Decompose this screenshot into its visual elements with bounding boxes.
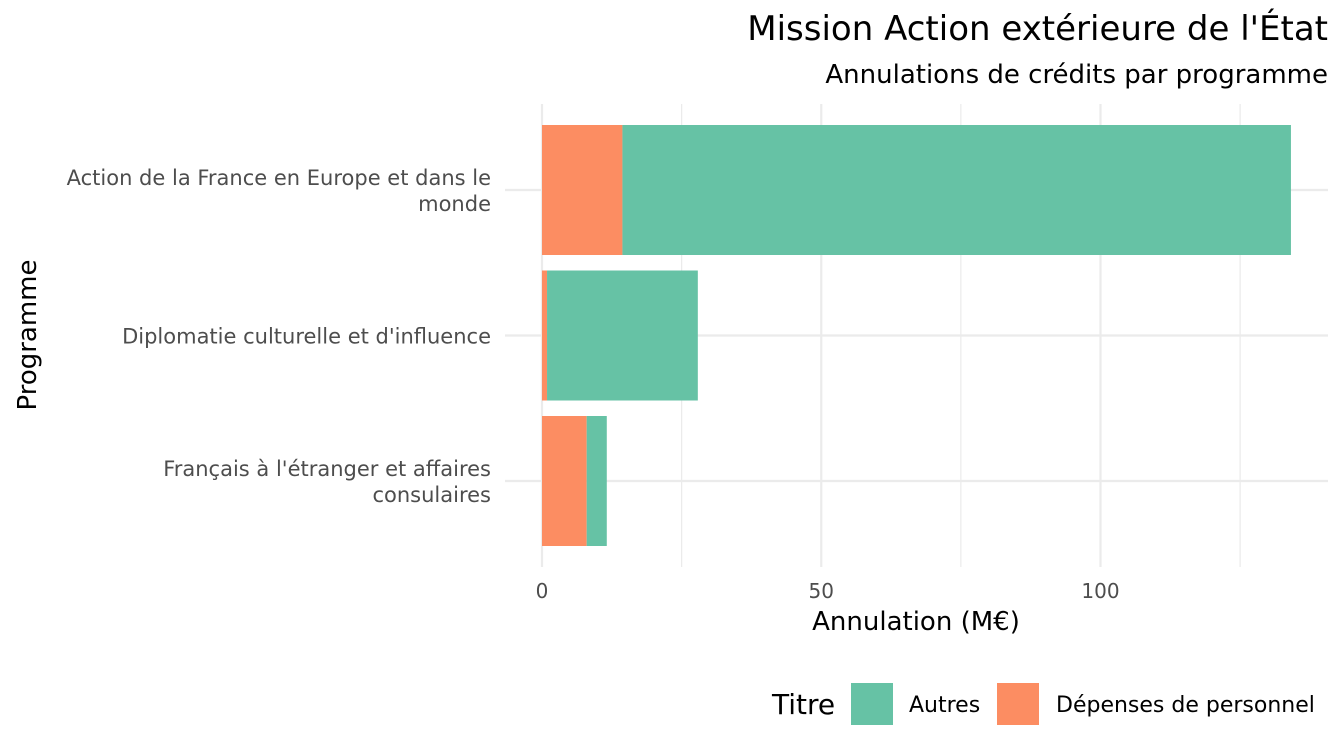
bars [542,125,1291,546]
chart-subtitle: Annulations de crédits par programme [825,60,1328,90]
legend-label: Dépenses de personnel [1056,693,1315,718]
y-tick-label: Diplomatie culturelle et d'influence [122,325,491,349]
bar-segment [542,416,587,546]
bar-segment [542,125,623,255]
x-axis-title: Annulation (M€) [812,607,1020,637]
y-tick-label: Action de la France en Europe et dans le [67,166,491,190]
legend: Titre Autres Dépenses de personnel [771,683,1315,725]
x-tick-label: 0 [536,579,549,603]
y-tick-label: consulaires [372,483,491,507]
y-axis-tick-labels: Action de la France en Europe et dans le… [67,166,491,507]
x-tick-label: 50 [809,579,834,603]
chart-title: Mission Action extérieure de l'État [747,8,1328,49]
bar-segment [622,125,1291,255]
bar-segment [542,270,548,401]
y-tick-label: monde [418,192,491,216]
x-axis-tick-labels: 0 50 100 [536,579,1120,603]
legend-key [851,683,893,725]
y-axis-title: Programme [13,259,43,410]
x-tick-label: 100 [1081,579,1119,603]
y-tick-label: Français à l'étranger et affaires [163,457,491,481]
legend-title: Titre [771,688,835,721]
bar-segment [586,416,607,546]
legend-key [997,683,1039,725]
bar-segment [547,270,698,401]
legend-label: Autres [909,693,980,718]
